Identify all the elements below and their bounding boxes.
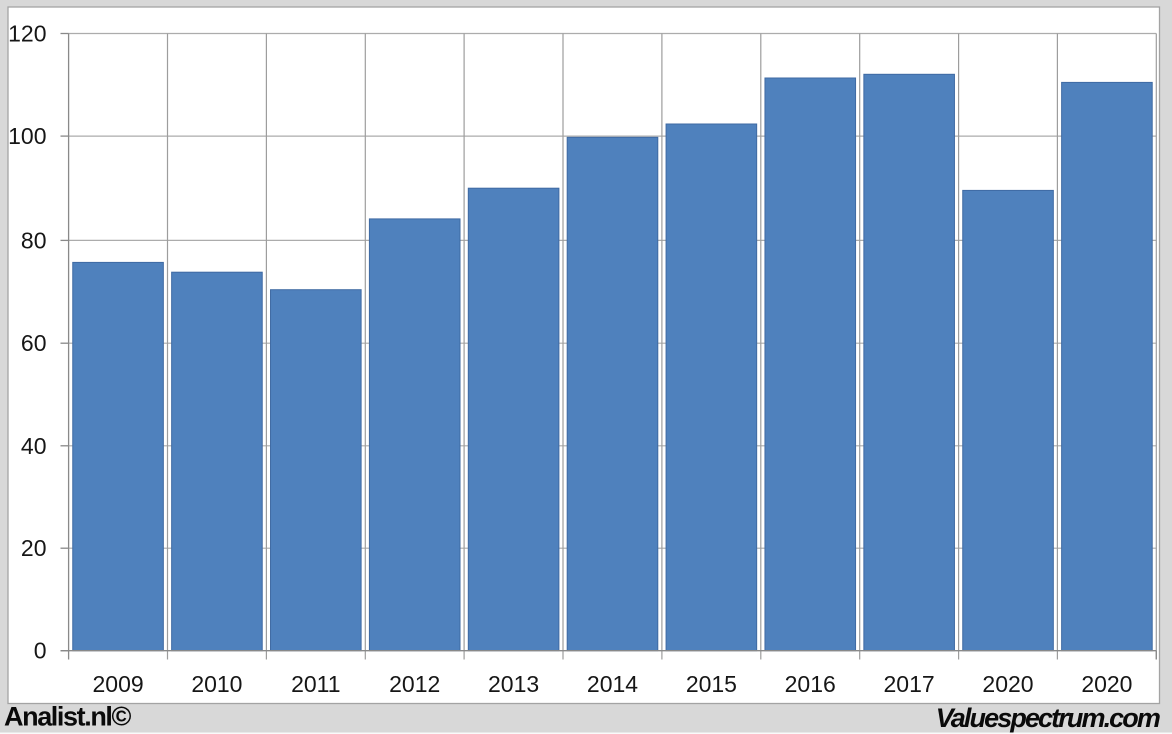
svg-text:2010: 2010 <box>191 671 242 697</box>
svg-text:2011: 2011 <box>291 671 340 697</box>
svg-text:2020: 2020 <box>982 671 1033 697</box>
svg-text:2009: 2009 <box>93 671 144 697</box>
svg-text:2014: 2014 <box>587 671 638 697</box>
svg-text:2012: 2012 <box>389 671 440 697</box>
svg-text:2015: 2015 <box>686 671 737 697</box>
svg-text:2013: 2013 <box>488 671 539 697</box>
svg-text:80: 80 <box>21 227 47 253</box>
svg-text:20: 20 <box>21 535 47 561</box>
svg-text:100: 100 <box>8 123 46 149</box>
svg-text:2016: 2016 <box>785 671 836 697</box>
svg-text:40: 40 <box>21 433 47 459</box>
svg-text:Valuespectrum.com: Valuespectrum.com <box>936 703 1160 733</box>
svg-text:2020: 2020 <box>1081 671 1132 697</box>
svg-text:60: 60 <box>21 330 47 356</box>
svg-text:0: 0 <box>34 638 47 664</box>
svg-text:120: 120 <box>8 21 46 47</box>
svg-text:Analist.nl©: Analist.nl© <box>4 702 132 732</box>
svg-text:2017: 2017 <box>884 671 935 697</box>
